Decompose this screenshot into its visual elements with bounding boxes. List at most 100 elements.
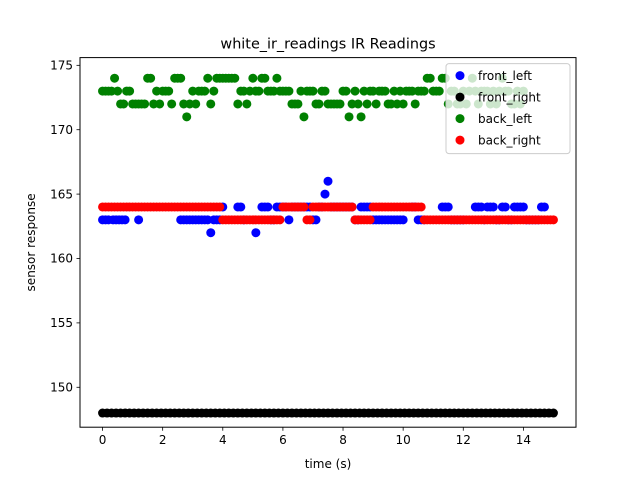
point-front_left [443,202,453,212]
point-back_left [293,99,303,109]
series-front_right [98,408,558,418]
point-back_right [215,202,225,212]
point-front_left [518,202,528,212]
x-tick-label: 2 [159,433,167,447]
point-front_left [488,202,498,212]
y-tick-label: 150 [50,380,73,394]
point-back_left [254,86,264,96]
point-back_right [416,202,426,212]
point-front_left [320,189,330,199]
point-back_left [341,86,351,96]
point-back_right [548,215,558,225]
point-back_left [155,99,165,109]
x-tick-label: 10 [396,433,411,447]
point-back_left [206,99,216,109]
point-back_left [380,86,390,96]
point-back_left [356,112,366,122]
point-front_left [120,215,130,225]
point-back_left [419,86,429,96]
point-back_right [365,215,375,225]
legend-box [445,63,571,155]
point-back_left [299,112,309,122]
legend-marker-front_left [455,71,465,81]
point-front_left [500,202,510,212]
point-back_left [260,73,270,83]
point-front_left [539,202,549,212]
chart-title: white_ir_readings IR Readings [220,37,435,53]
point-front_left [284,215,294,225]
point-front_left [323,176,333,186]
point-back_left [146,73,156,83]
x-tick-label: 14 [516,433,531,447]
point-front_right [548,408,558,418]
y-tick-label: 155 [50,316,73,330]
x-tick-label: 6 [279,433,287,447]
point-back_left [410,99,420,109]
point-back_left [167,99,177,109]
point-back_left [182,112,192,122]
x-tick-label: 0 [99,433,107,447]
y-tick-label: 165 [50,187,73,201]
y-tick-label: 160 [50,252,73,266]
point-back_right [347,202,357,212]
point-back_left [362,99,372,109]
legend-label-back_right: back_right [478,134,541,148]
point-back_left [200,86,210,96]
legend-marker-front_right [455,92,465,102]
point-back_left [272,73,282,83]
point-back_left [164,86,174,96]
point-back_left [344,112,354,122]
plot-marks [98,73,558,418]
point-back_left [434,86,444,96]
x-tick-label: 4 [219,433,227,447]
point-back_left [314,99,324,109]
point-back_left [371,99,381,109]
legend-marker-back_right [455,135,465,145]
series-back_right [98,202,558,225]
point-back_left [233,99,243,109]
y-tick-label: 175 [50,59,73,73]
point-back_right [299,202,309,212]
point-front_left [398,215,408,225]
point-back_left [335,99,345,109]
point-back_left [176,73,186,83]
point-back_right [275,215,285,225]
point-back_left [113,86,123,96]
point-back_left [119,99,129,109]
point-front_left [134,215,144,225]
point-back_left [191,99,201,109]
x-tick-label: 12 [456,433,471,447]
point-back_left [425,73,435,83]
legend-marker-back_left [455,114,465,124]
y-axis-ticks: 150 155 160 165 170 175 [50,59,80,394]
x-tick-label: 8 [339,433,347,447]
x-axis-label: time (s) [305,457,352,471]
point-back_left [308,86,318,96]
legend-label-front_left: front_left [478,69,532,83]
point-back_left [209,86,219,96]
legend: front_left front_right back_left back_right [445,63,571,155]
legend-label-back_left: back_left [478,112,532,126]
y-tick-label: 170 [50,123,73,137]
point-back_left [110,73,120,83]
plot-frame [79,57,577,428]
series-back_left [98,73,528,122]
point-back_left [350,86,360,96]
point-back_left [353,99,363,109]
point-back_left [125,86,135,96]
y-axis-label: sensor response [24,193,38,291]
point-back_left [203,73,213,83]
point-front_left [251,228,261,238]
point-front_left [236,202,246,212]
x-axis-ticks: 0 2 4 6 8 10 12 14 [99,427,531,447]
point-back_left [284,86,294,96]
point-back_left [320,86,330,96]
point-back_left [140,99,150,109]
point-back_left [242,99,252,109]
point-back_left [248,73,258,83]
point-back_right [305,215,315,225]
point-front_left [263,202,273,212]
point-front_left [206,228,216,238]
legend-label-front_right: front_right [478,91,541,105]
